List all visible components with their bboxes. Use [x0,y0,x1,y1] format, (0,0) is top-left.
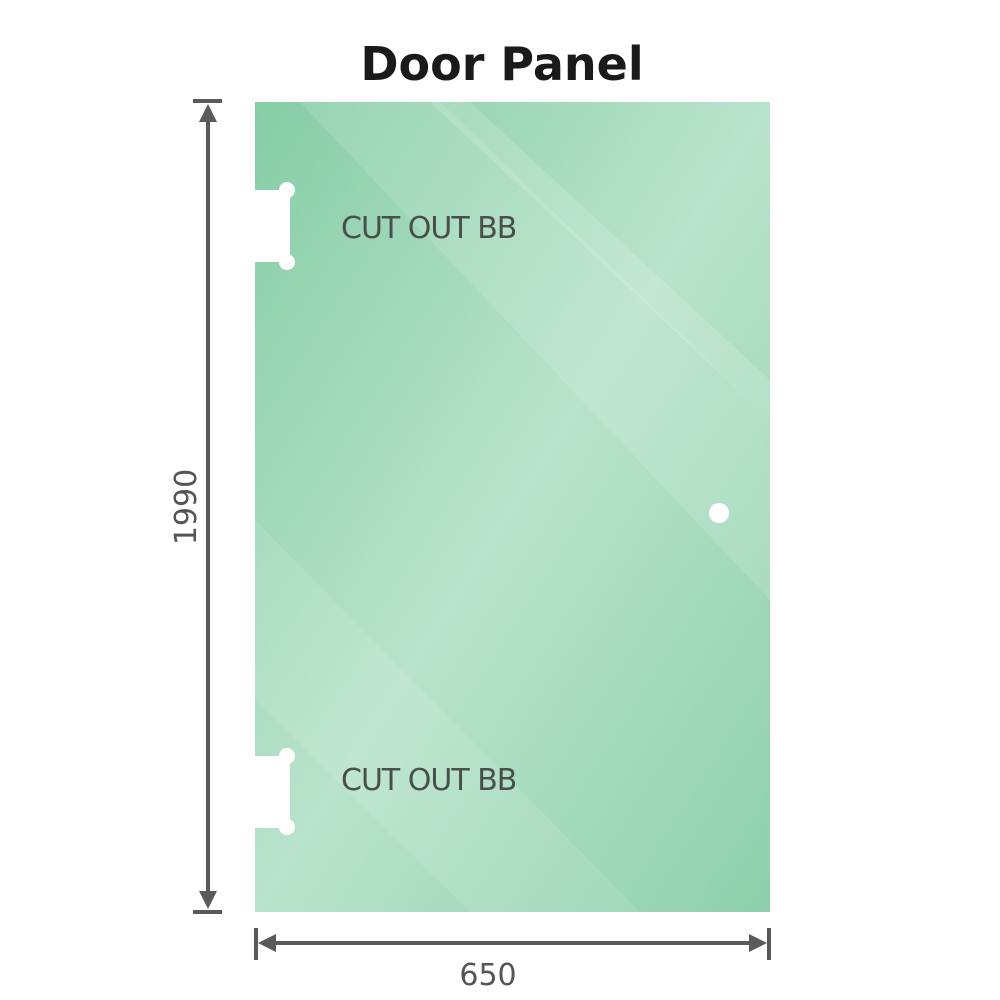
bottom-cutout [250,748,295,835]
handle-hole [709,503,729,523]
top-cutout-label: CUT OUT BB [341,211,516,246]
glass-panel [255,102,770,912]
bottom-cutout-label: CUT OUT BB [341,763,516,798]
width-dimension-line [254,928,771,960]
width-dimension-label: 650 [459,958,516,993]
diagram-title: Door Panel [360,37,643,91]
top-cutout [250,182,295,270]
height-dimension-label: 1990 [169,469,204,545]
height-dimension-line [193,99,222,914]
